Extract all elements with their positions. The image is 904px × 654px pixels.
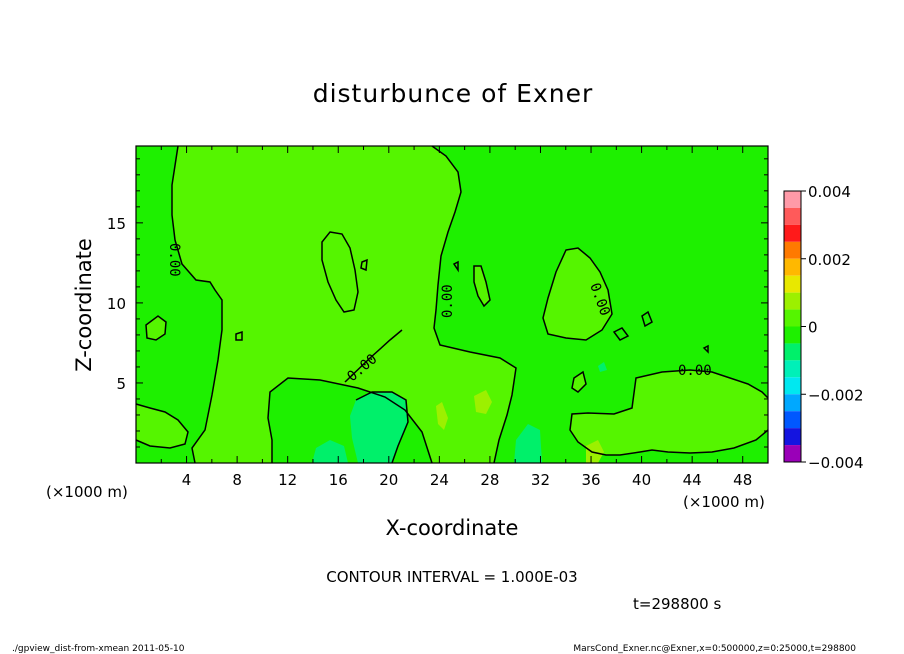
colorbar-swatch [784,326,801,344]
colorbar-swatch [784,309,801,327]
contour-line-right-island [542,247,613,341]
footer-right: MarsCond_Exner.nc@Exner,x=0:500000,z=0:2… [573,644,856,654]
x-tick-label: 20 [379,471,398,489]
colorbar-swatch [784,207,801,225]
contour-label-5: 0.00 [678,363,712,379]
contour-line-lower-right [569,369,769,456]
x-unit-label-right: (×1000 m) [683,493,765,511]
y-axis-label: Z-coordinate [72,238,96,372]
contour-lines [135,145,769,464]
colorbar-tick-label: 0.004 [808,183,851,201]
colorbar-swatch [784,258,801,276]
region-negative-center [350,392,408,463]
colorbar-tick-label: −0.002 [808,386,864,404]
x-axis-label: X-coordinate [386,516,519,540]
x-tick-label: 12 [278,471,297,489]
contour-line-islet-1 [473,265,491,308]
y-tick-label: 5 [116,375,126,393]
contour-line-upper [431,145,517,464]
region-yellowgreen-2 [586,440,604,463]
footer-left: ./gpview_dist-from-xmean 2011-05-10 [12,644,185,654]
x-tick-label: 16 [329,471,348,489]
colorbar-swatch [784,377,801,395]
contour-interval-label: CONTOUR INTERVAL = 1.000E-03 [326,568,577,586]
x-tick-label: 40 [632,471,651,489]
colorbar-tick-label: 0.002 [808,251,851,269]
colorbar-swatch [784,445,801,462]
x-tick-label: 24 [430,471,449,489]
contour-line-negative-center [355,391,409,464]
plot-area: 0.00 0.00 0.00 0.00 0.00 [135,145,769,464]
contour-line-center-island [321,231,359,313]
contour-label-1: 0.00 [166,243,182,277]
x-tick-label: 8 [232,471,242,489]
chart-title: disturbunce of Exner [313,79,594,108]
region-positive-bottom-left [136,404,188,448]
region-positive-center-island [322,232,358,312]
x-tick-label: 4 [182,471,192,489]
contour-line-small-4 [235,330,243,341]
plot-frame [135,145,769,464]
colorbar-tick-label: −0.004 [808,454,864,472]
colorbar-swatch [784,343,801,361]
colorbar-swatch [784,292,801,310]
colorbar-tick-label: 0 [808,319,818,337]
x-tick-label: 44 [683,471,702,489]
region-negative-bottom-mid [514,424,542,463]
region-positive-bottom-right [570,370,768,455]
contour-line-small-2 [612,327,630,341]
x-tick-label: 28 [480,471,499,489]
colorbar-swatch [784,411,801,429]
colorbar-swatch [784,394,801,412]
colorbar-swatch [784,191,801,208]
x-tick-label: 36 [581,471,600,489]
contour-line-small-5 [452,260,459,273]
contour-line-small-1 [360,258,368,272]
time-label: t=298800 s [633,595,721,613]
region-yellowgreen-1 [474,390,492,414]
contour-line-main [171,145,223,464]
region-positive-right-island [543,248,612,340]
y-tick-label: 10 [107,295,126,313]
colorbar-swatch [784,275,801,293]
x-tick-label: 32 [531,471,550,489]
region-negative-bottom-left [312,440,348,463]
y-axis: 5 10 15 [107,158,768,448]
colorbar-swatch [784,241,801,259]
colorbar-swatch [784,360,801,378]
region-negative-spot [598,362,607,372]
contour-line-lower-left [135,403,189,449]
region-yellowgreen-3 [436,402,448,430]
x-unit-label-left: (×1000 m) [46,483,128,501]
colorbar-swatch [784,224,801,242]
contour-label-2: 0.00 [440,284,456,318]
x-axis: 4 8 12 16 20 24 28 32 36 40 44 48 [160,146,752,489]
contour-line-small-6 [702,344,709,354]
contour-line-islet-3 [571,370,587,393]
x-tick-label: 48 [733,471,752,489]
contour-line-islet-2 [145,315,167,341]
colorbar: 0.004 0.002 0 −0.002 −0.004 [783,183,864,472]
contour-line-small-3 [641,310,653,328]
colorbar-swatch [784,428,801,446]
contour-line-mid [267,377,433,464]
contour-line-diagonal [344,329,403,383]
y-tick-label: 15 [107,215,126,233]
